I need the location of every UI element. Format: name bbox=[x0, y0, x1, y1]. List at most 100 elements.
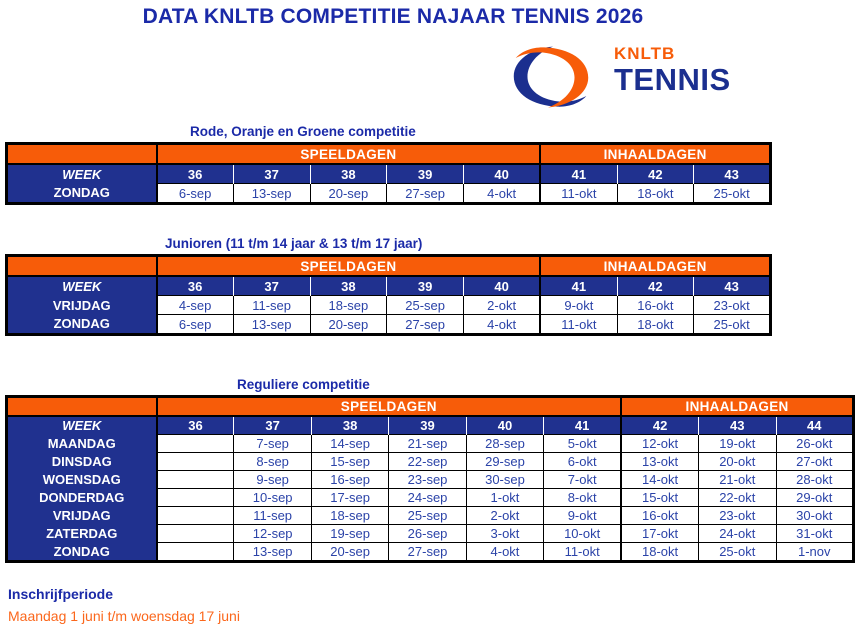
logo-brand-label: KNLTB bbox=[614, 44, 676, 63]
date-cell: 27-sep bbox=[386, 183, 464, 204]
date-cell: 4-okt bbox=[463, 314, 541, 335]
date-cell: 19-sep bbox=[310, 524, 390, 543]
date-cell: 20-sep bbox=[310, 542, 390, 562]
date-cell: 22-okt bbox=[698, 488, 777, 507]
day-label-cell: MAANDAG bbox=[6, 434, 158, 453]
date-cell: 4-okt bbox=[465, 542, 545, 562]
week-number-cell: 40 bbox=[463, 164, 541, 184]
date-cell: 14-sep bbox=[310, 434, 390, 453]
week-number-cell: 36 bbox=[156, 164, 234, 184]
date-cell: 10-okt bbox=[543, 524, 622, 543]
week-number-cell: 39 bbox=[386, 164, 464, 184]
date-cell: 23-okt bbox=[693, 295, 771, 315]
date-cell: 9-sep bbox=[233, 470, 312, 489]
section-header-row: SPEELDAGEN INHAALDAGEN bbox=[6, 396, 854, 417]
knltb-logo: KNLTB TENNIS bbox=[502, 36, 731, 112]
table-mount: SPEELDAGEN INHAALDAGEN WEEK 36 37 38 39 40 41 42 4… bbox=[5, 142, 772, 205]
date-cell: 8-sep bbox=[233, 452, 312, 471]
week-number-cell: 41 bbox=[539, 276, 618, 296]
table-row: ZONDAG 13-sep 20-sep 27-sep 4-okt 11-okt 18-ok… bbox=[6, 542, 854, 562]
week-header-row: WEEK 36 37 38 39 40 41 42 43 bbox=[6, 164, 771, 184]
week-number-cell: 38 bbox=[310, 416, 390, 435]
date-cell: 24-okt bbox=[698, 524, 777, 543]
day-label-cell: ZATERDAG bbox=[6, 524, 158, 543]
table-title: Junioren (11 t/m 14 jaar & 13 t/m 17 jaa… bbox=[165, 236, 423, 251]
date-cell: 20-sep bbox=[309, 314, 388, 335]
corner-cell bbox=[6, 143, 158, 165]
date-cell: 6-okt bbox=[543, 452, 622, 471]
table-row: VRIJDAG 4-sep 11-sep 18-sep 25-sep 2-okt 9-okt… bbox=[6, 295, 771, 315]
week-number-cell: 43 bbox=[693, 164, 771, 184]
footer-period: Maandag 1 juni t/m woensdag 17 juni bbox=[8, 608, 240, 624]
date-cell: 12-sep bbox=[233, 524, 312, 543]
date-cell: 3-okt bbox=[465, 524, 545, 543]
corner-cell bbox=[6, 396, 158, 417]
date-cell: 21-okt bbox=[698, 470, 777, 489]
week-header-row: WEEK 36 37 38 39 40 41 42 43 bbox=[6, 276, 771, 296]
table-row: ZATERDAG 12-sep 19-sep 26-sep 3-okt 10-okt 17-… bbox=[6, 524, 854, 543]
inhaaldagen-header: INHAALDAGEN bbox=[540, 143, 771, 165]
footer-heading: Inschrijfperiode bbox=[8, 586, 114, 602]
date-cell: 6-sep bbox=[156, 314, 234, 335]
date-cell: 18-sep bbox=[309, 295, 388, 315]
date-cell: 31-okt bbox=[775, 524, 854, 543]
date-cell: 25-sep bbox=[388, 506, 467, 525]
section-header-row: SPEELDAGEN INHAALDAGEN bbox=[6, 255, 771, 277]
table-mount: SPEELDAGEN INHAALDAGEN WEEK 36 37 38 39 40 41 42 4… bbox=[5, 254, 772, 336]
week-number-cell: 39 bbox=[386, 276, 464, 296]
week-number-cell: 42 bbox=[616, 164, 695, 184]
table-mount: SPEELDAGEN INHAALDAGEN WEEK 36 37 38 39 40 41 42 4… bbox=[5, 395, 855, 563]
date-cell bbox=[155, 488, 235, 507]
date-cell: 11-okt bbox=[539, 314, 618, 335]
date-cell: 12-okt bbox=[620, 434, 700, 453]
date-cell: 11-sep bbox=[232, 295, 311, 315]
date-cell: 25-sep bbox=[386, 295, 464, 315]
day-label-cell: VRIJDAG bbox=[6, 506, 158, 525]
date-cell: 22-sep bbox=[388, 452, 467, 471]
date-cell: 15-sep bbox=[310, 452, 390, 471]
speeldagen-header: SPEELDAGEN bbox=[156, 143, 542, 165]
day-label-cell: DONDERDAG bbox=[6, 488, 158, 507]
week-number-cell: 41 bbox=[539, 164, 618, 184]
week-label-cell: WEEK bbox=[6, 416, 158, 435]
day-label-cell: WOENSDAG bbox=[6, 470, 158, 489]
date-cell: 16-sep bbox=[310, 470, 390, 489]
date-cell: 2-okt bbox=[465, 506, 545, 525]
table-row: DONDERDAG 10-sep 17-sep 24-sep 1-okt 8-okt 15-… bbox=[6, 488, 854, 507]
date-cell: 13-okt bbox=[620, 452, 700, 471]
day-label-cell: DINSDAG bbox=[6, 452, 158, 471]
date-cell bbox=[155, 452, 235, 471]
date-cell: 13-sep bbox=[233, 542, 312, 562]
date-cell: 18-sep bbox=[310, 506, 390, 525]
date-cell: 19-okt bbox=[698, 434, 777, 453]
week-number-cell: 44 bbox=[775, 416, 854, 435]
knltb-swoosh-icon bbox=[513, 46, 589, 108]
table-title: Rode, Oranje en Groene competitie bbox=[190, 124, 416, 139]
inhaaldagen-header: INHAALDAGEN bbox=[621, 396, 854, 417]
date-cell: 18-okt bbox=[616, 183, 695, 204]
week-number-cell: 36 bbox=[155, 416, 235, 435]
speeldagen-header: SPEELDAGEN bbox=[156, 396, 623, 417]
date-cell: 6-sep bbox=[156, 183, 234, 204]
table-row: ZONDAG 6-sep 13-sep 20-sep 27-sep 4-okt 11-okt… bbox=[6, 183, 771, 204]
week-number-cell: 42 bbox=[616, 276, 695, 296]
date-cell: 30-okt bbox=[775, 506, 854, 525]
date-cell: 14-okt bbox=[620, 470, 700, 489]
date-cell: 26-sep bbox=[388, 524, 467, 543]
competition-table: SPEELDAGEN INHAALDAGEN WEEK 36 37 38 39 40 41 42 4… bbox=[5, 254, 772, 336]
date-cell: 17-sep bbox=[310, 488, 390, 507]
table-row: ZONDAG 6-sep 13-sep 20-sep 27-sep 4-okt 11-okt… bbox=[6, 314, 771, 335]
week-number-cell: 43 bbox=[693, 276, 771, 296]
date-cell: 20-okt bbox=[698, 452, 777, 471]
date-cell: 7-sep bbox=[233, 434, 312, 453]
date-cell: 23-sep bbox=[388, 470, 467, 489]
competition-table: SPEELDAGEN INHAALDAGEN WEEK 36 37 38 39 40 41 42 4… bbox=[5, 395, 855, 563]
week-number-cell: 42 bbox=[620, 416, 700, 435]
week-number-cell: 36 bbox=[156, 276, 234, 296]
date-cell: 28-okt bbox=[775, 470, 854, 489]
week-label-cell: WEEK bbox=[6, 164, 158, 184]
inhaaldagen-header: INHAALDAGEN bbox=[540, 255, 771, 277]
date-cell: 11-sep bbox=[233, 506, 312, 525]
date-cell bbox=[155, 470, 235, 489]
week-number-cell: 40 bbox=[463, 276, 541, 296]
